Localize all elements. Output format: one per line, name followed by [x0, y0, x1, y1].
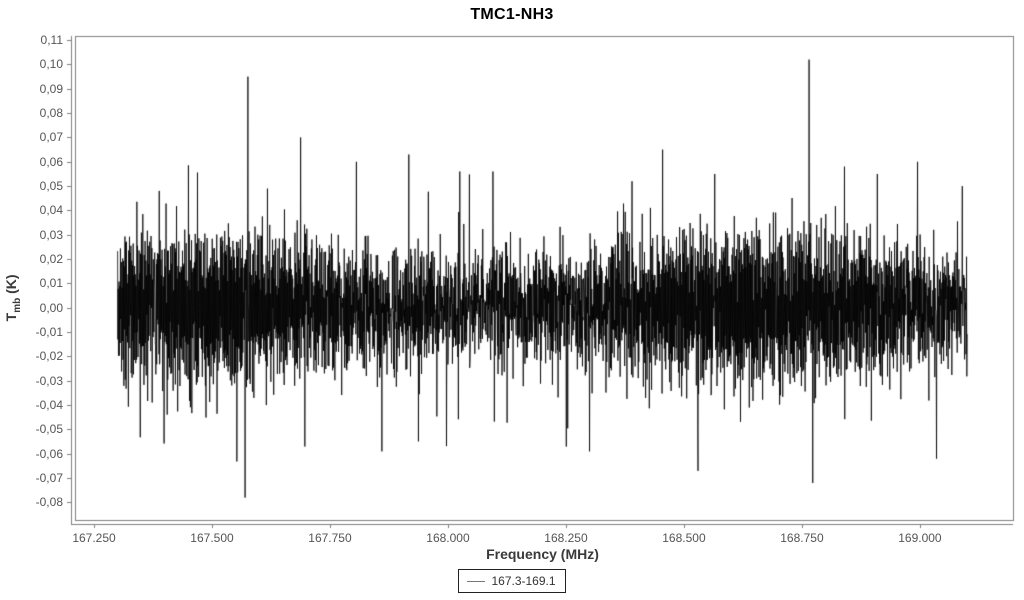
- x-tick-label: 167.500: [190, 531, 234, 545]
- y-tick-label: 0,05: [39, 179, 63, 194]
- x-tick-label: 168.250: [544, 531, 588, 545]
- chart-title: TMC1-NH3: [470, 6, 554, 23]
- y-tick-label: -0,03: [35, 373, 63, 388]
- y-tick-label: -0,06: [35, 446, 63, 461]
- y-tick-label: 0,01: [39, 276, 63, 291]
- y-tick-label: 0,09: [39, 81, 63, 96]
- y-tick-label: 0,11: [40, 33, 63, 48]
- y-tick-label: -0,01: [35, 325, 63, 340]
- x-tick-label: 168.750: [780, 531, 824, 545]
- y-tick-label: 0,08: [39, 106, 63, 121]
- y-tick-label: -0,08: [35, 495, 63, 510]
- x-tick-label: 167.250: [72, 531, 116, 545]
- x-tick-label: 168.000: [426, 531, 470, 545]
- x-tick-label: 168.500: [662, 531, 706, 545]
- legend: 167.3-169.1: [0, 569, 1024, 593]
- x-axis-label: Frequency (MHz): [486, 546, 599, 562]
- y-tick-label: 0,03: [39, 227, 63, 242]
- y-tick-label: 0,00: [39, 300, 63, 315]
- y-tick-label: -0,05: [35, 422, 63, 437]
- legend-line-icon: [467, 580, 486, 582]
- y-tick-label: 0,10: [39, 57, 63, 72]
- y-tick-label: 0,06: [39, 154, 63, 169]
- y-tick-label: -0,02: [35, 349, 63, 364]
- y-tick-label: 0,02: [39, 252, 63, 267]
- x-tick-label: 167.750: [308, 531, 352, 545]
- legend-box[interactable]: 167.3-169.1: [458, 569, 566, 593]
- legend-label: 167.3-169.1: [491, 574, 556, 588]
- x-tick-label: 169.000: [898, 531, 942, 545]
- y-tick-label: -0,07: [35, 471, 63, 486]
- y-tick-label: -0,04: [35, 398, 63, 413]
- y-tick-label: 0,04: [39, 203, 63, 218]
- y-tick-label: 0,07: [39, 130, 63, 145]
